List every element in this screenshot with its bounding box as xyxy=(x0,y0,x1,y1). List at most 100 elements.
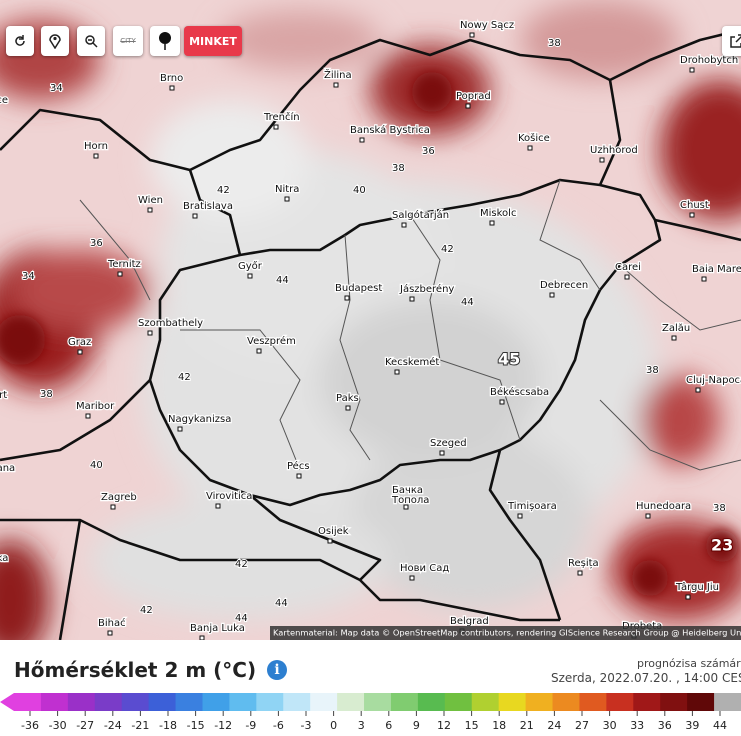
isotherm-label: 38 xyxy=(646,365,659,376)
map[interactable]: 34 38 36 38 42 40 36 34 42 44 44 45 38 42 38 40 38 23 42 44… xyxy=(0,0,741,640)
city-marker xyxy=(110,504,116,510)
city-marker xyxy=(489,220,495,226)
attribution: Kartenmaterial: Map data © OpenStreetMap… xyxy=(273,628,741,638)
attribution-bar xyxy=(270,626,741,640)
city-marker xyxy=(327,538,333,544)
city-label: Carei xyxy=(615,262,641,273)
isotherm-label: 36 xyxy=(90,238,103,249)
location-icon xyxy=(49,34,61,49)
scale-tick-label: -36 xyxy=(21,719,39,732)
isotherm-label: 40 xyxy=(90,460,103,471)
city-label: Virovitica xyxy=(206,491,252,502)
city-label: Poprad xyxy=(456,91,491,102)
city-marker xyxy=(409,575,415,581)
city-label: Maribor xyxy=(76,401,115,412)
isotherm-label: 38 xyxy=(713,503,726,514)
city-marker xyxy=(499,399,505,405)
scale-tick-label: -27 xyxy=(76,719,94,732)
refresh-button[interactable] xyxy=(6,26,34,56)
city-marker xyxy=(701,276,707,282)
city-label: Hunedoara xyxy=(636,501,691,512)
city-marker xyxy=(645,513,651,519)
isotherm-label: 42 xyxy=(140,605,153,616)
scale-tick-label: -30 xyxy=(49,719,67,732)
city-label: Bratislava xyxy=(183,201,233,212)
scale-segment xyxy=(525,693,554,711)
isotherm-label: 42 xyxy=(235,559,248,570)
forecast-label: prognózisa számára xyxy=(637,657,741,670)
scale-segment xyxy=(337,693,365,711)
city-marker xyxy=(685,594,691,600)
pin-button[interactable] xyxy=(150,26,180,56)
city-marker xyxy=(359,137,365,143)
country-borders xyxy=(0,28,741,640)
scale-tick-label: 3 xyxy=(358,719,365,732)
city-label: Pécs xyxy=(287,460,310,472)
city-label: Drohobytch xyxy=(680,55,738,66)
city-marker xyxy=(147,207,153,213)
city-label: České Budějovice xyxy=(0,93,8,106)
city-marker xyxy=(465,103,471,109)
scale-segment xyxy=(202,693,230,711)
zoom-button[interactable] xyxy=(77,26,105,56)
city-button[interactable]: CITY xyxy=(113,26,143,56)
isotherm-label: 36 xyxy=(422,146,435,157)
city-marker xyxy=(273,124,279,130)
city-marker xyxy=(469,32,475,38)
city-label: Klagenfurt xyxy=(0,390,7,401)
city-marker xyxy=(192,213,198,219)
scale-tick-label: -12 xyxy=(214,719,232,732)
minket-button[interactable]: MINKET xyxy=(184,26,242,56)
isotherm-label: 38 xyxy=(40,389,53,400)
city-marker xyxy=(93,153,99,159)
city-label: Reșița xyxy=(568,558,599,569)
scale-tick-label: 9 xyxy=(413,719,420,732)
scale-segment xyxy=(552,693,580,711)
scale-segment xyxy=(40,693,69,711)
scale-segment xyxy=(310,693,338,711)
refresh-icon xyxy=(15,35,25,46)
city-marker xyxy=(345,405,351,411)
region-borders xyxy=(79,179,741,471)
city-label: Zalău xyxy=(662,323,690,334)
city-marker xyxy=(85,413,91,419)
city-label: Paks xyxy=(336,393,359,404)
city-label: Târgu Jiu xyxy=(675,581,719,593)
share-icon xyxy=(730,34,741,48)
scale-segment xyxy=(14,693,42,711)
temperature-field xyxy=(0,0,741,640)
city-label: Бачка Топола xyxy=(391,485,429,506)
city-marker xyxy=(177,426,183,432)
city-marker xyxy=(394,369,400,375)
city-marker xyxy=(695,387,701,393)
city-marker xyxy=(409,296,415,302)
color-scale: -36 -30 -27 -24 -21 -18 -15 -12 -9 -6 -3 0 3 6 9 12 15 18… xyxy=(0,693,741,732)
city-marker xyxy=(401,222,407,228)
city-marker xyxy=(107,630,113,636)
info-icon[interactable]: i xyxy=(267,660,287,680)
city-label: Brno xyxy=(160,73,183,84)
scale-tick-label: -9 xyxy=(245,719,256,732)
city-marker xyxy=(624,274,630,280)
city-marker xyxy=(344,295,350,301)
scale-segment xyxy=(364,693,392,711)
location-button[interactable] xyxy=(41,26,69,56)
pin-icon xyxy=(159,32,171,50)
city-label: Trenčín xyxy=(263,111,300,123)
city-label: Banja Luka xyxy=(190,623,245,634)
scale-segment xyxy=(67,693,96,711)
scale-tick-label: 0 xyxy=(330,719,337,732)
scale-segment xyxy=(121,693,150,711)
share-button[interactable] xyxy=(722,26,741,56)
city-marker xyxy=(199,635,205,640)
hotspots xyxy=(0,72,738,596)
city-label: Cluj-Napoca xyxy=(686,375,741,386)
city-label: Zagreb xyxy=(101,492,137,503)
city-marker xyxy=(689,67,695,73)
scale-tick-label: 18 xyxy=(492,719,506,732)
scale-segment xyxy=(390,693,419,711)
city-marker xyxy=(403,504,409,510)
scale-tick-label: -15 xyxy=(187,719,205,732)
city-label: Ljubljana xyxy=(0,463,15,474)
city-label: Uzhhorod xyxy=(590,145,638,156)
